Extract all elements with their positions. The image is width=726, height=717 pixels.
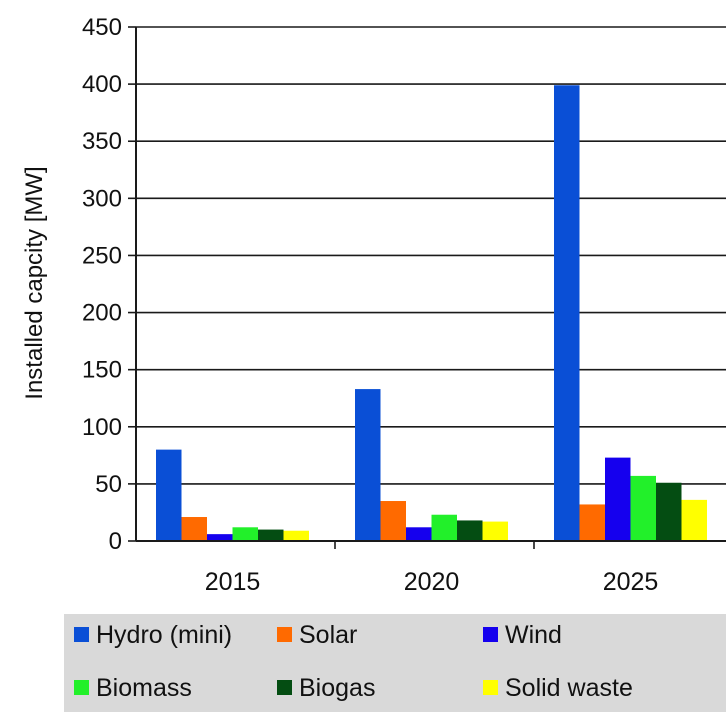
x-category-label: 2020 — [404, 568, 460, 596]
legend-label: Wind — [505, 621, 562, 649]
bar-biogas-2015 — [258, 529, 284, 541]
bar-biogas-2025 — [656, 482, 682, 541]
y-tick-label: 250 — [82, 242, 122, 269]
legend-box — [64, 614, 726, 712]
legend-swatch — [277, 680, 292, 695]
legend-label: Solar — [299, 621, 357, 649]
legend-swatch — [74, 627, 89, 642]
x-category-labels: 2015 2020 2025 — [205, 568, 659, 596]
legend-label: Biogas — [299, 674, 375, 702]
bar-solid-waste-2025 — [681, 499, 707, 541]
bar-biogas-2020 — [457, 520, 483, 541]
y-tick-labels: 0 50 100 150 200 250 300 350 400 450 — [82, 14, 122, 555]
axes — [128, 26, 726, 549]
legend-swatch — [483, 680, 498, 695]
legend-label: Hydro (mini) — [96, 621, 232, 649]
y-tick-label: 100 — [82, 414, 122, 441]
y-tick-label: 150 — [82, 357, 122, 384]
bar-wind-2015 — [207, 534, 233, 541]
bar-solid-waste-2020 — [482, 521, 508, 541]
legend-swatch — [277, 627, 292, 642]
bar-biomass-2015 — [232, 527, 258, 541]
legend-swatch — [74, 680, 89, 695]
y-tick-label: 50 — [95, 471, 122, 498]
bar-wind-2025 — [605, 457, 631, 541]
bar-solid-waste-2015 — [283, 530, 309, 541]
legend: Hydro (mini) Solar Wind Biomass Biogas Solid … — [64, 614, 726, 712]
bars — [156, 85, 707, 542]
y-axis-title: Installed capcity [MW] — [21, 166, 48, 399]
bar-hydro-mini-2015 — [156, 449, 182, 541]
y-tick-label: 300 — [82, 185, 122, 212]
bar-wind-2020 — [406, 527, 432, 541]
bar-hydro-mini-2025 — [554, 85, 580, 542]
x-category-label: 2025 — [603, 568, 659, 596]
legend-label: Biomass — [96, 674, 192, 702]
bar-solar-2015 — [181, 517, 207, 541]
gridlines — [136, 26, 726, 485]
y-tick-label: 400 — [82, 71, 122, 98]
legend-swatch — [483, 627, 498, 642]
bar-solar-2020 — [380, 501, 406, 541]
y-tick-label: 200 — [82, 300, 122, 327]
legend-label: Solid waste — [505, 674, 633, 702]
bar-biomass-2025 — [630, 475, 656, 541]
x-category-label: 2015 — [205, 568, 261, 596]
y-tick-label: 0 — [109, 528, 122, 555]
bar-solar-2025 — [579, 504, 605, 541]
y-tick-label: 450 — [82, 14, 122, 41]
y-tick-label: 350 — [82, 128, 122, 155]
bar-biomass-2020 — [431, 514, 457, 541]
bar-hydro-mini-2020 — [355, 389, 381, 541]
